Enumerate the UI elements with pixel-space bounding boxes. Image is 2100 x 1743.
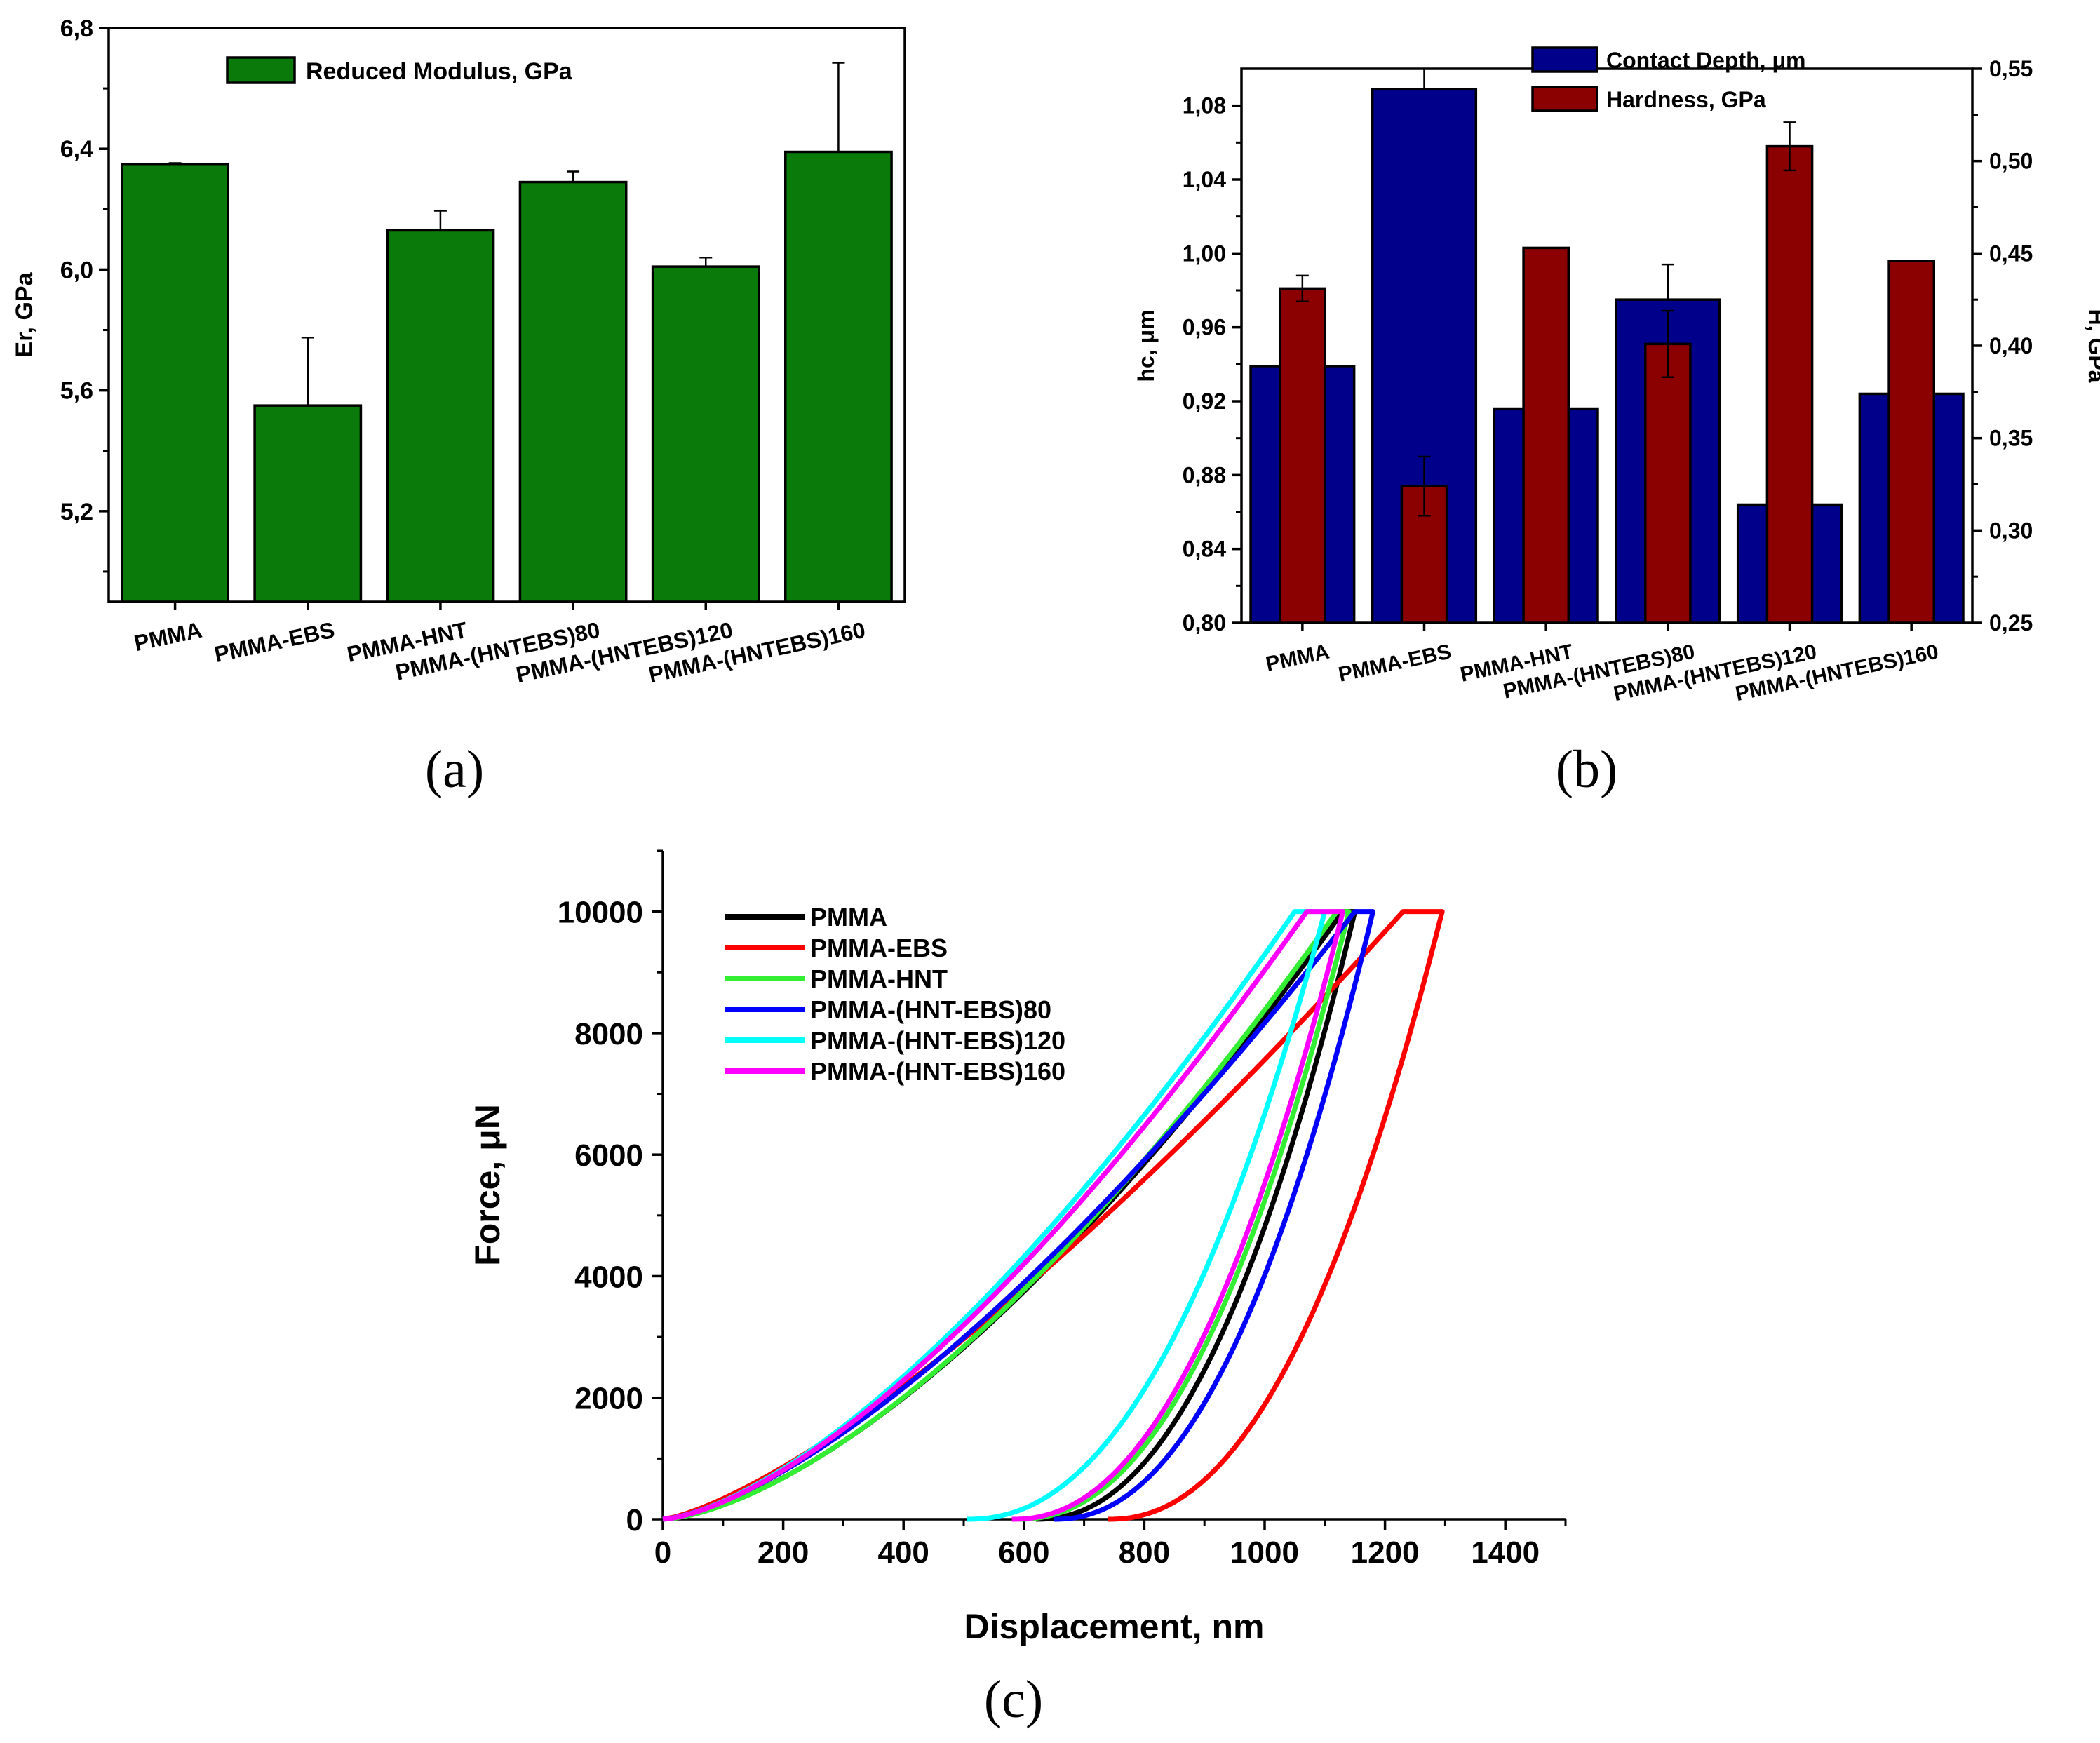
y-tick-label: 6,4 — [60, 136, 93, 163]
panel-label: (a) — [425, 740, 484, 799]
legend-label: Hardness, GPa — [1606, 87, 1766, 112]
legend-label: PMMA-(HNT-EBS)160 — [810, 1057, 1065, 1086]
y-axis-label: Force, μN — [468, 1104, 507, 1266]
legend-label: Reduced Modulus, GPa — [306, 58, 573, 85]
y-tick-label: 4000 — [574, 1260, 643, 1294]
y2-tick-label: 0,25 — [1989, 610, 2033, 635]
bar-hardness-pmma-hnt — [1522, 246, 1570, 624]
panel-c: 0 2000 4000 6000 8000 10000 0 200 400 600 800 1000 1… — [468, 849, 1567, 1729]
y-tick-label: 0,84 — [1183, 537, 1226, 562]
panel-label: (b) — [1556, 740, 1618, 799]
y-tick-label: 1,00 — [1183, 241, 1226, 266]
y-tick-label: 10000 — [558, 896, 643, 930]
x-axis-label: Displacement, nm — [964, 1607, 1265, 1646]
curve-pmma-hnt-ebs-160 — [662, 909, 1345, 1522]
bar-pmma-hnt — [386, 229, 495, 603]
x-tick-label: PMMA-EBS — [1336, 640, 1453, 687]
y-tick-label: 2000 — [574, 1382, 643, 1416]
bar-pmma — [121, 162, 229, 603]
y-tick-label: 0,96 — [1183, 315, 1226, 340]
y-tick-label: 1,04 — [1183, 167, 1226, 192]
panel-b: 0,80 0,84 0,88 0,92 0,96 1,00 1,04 1,08 0,25 0,30… — [1133, 46, 2100, 799]
legend-label: PMMA-(HNT-EBS)120 — [810, 1026, 1065, 1055]
curve-pmma-hnt-ebs-80 — [662, 909, 1375, 1522]
x-tick-label: 200 — [758, 1535, 809, 1570]
y2-tick-label: 0,45 — [1989, 241, 2033, 266]
x-tick-label: PMMA — [132, 617, 204, 657]
y-tick-label: 1,08 — [1183, 93, 1226, 119]
x-tick-label: 1400 — [1471, 1535, 1540, 1570]
y2-tick-label: 0,55 — [1989, 56, 2033, 81]
y-tick-label: 6,0 — [60, 257, 93, 283]
y-axis-label: Er, GPa — [11, 271, 38, 357]
y2-tick-label: 0,50 — [1989, 149, 2033, 174]
legend-swatch — [1531, 46, 1598, 73]
y-tick-label: 6,8 — [60, 15, 93, 42]
x-tick-label: 600 — [998, 1535, 1049, 1570]
y-tick-label: 5,6 — [60, 378, 93, 405]
legend-swatch — [226, 56, 296, 84]
y-axis-label: hc, μm — [1133, 309, 1159, 382]
legend-label: PMMA — [810, 903, 887, 931]
legend-label: PMMA-EBS — [810, 934, 948, 962]
x-tick-label: 400 — [877, 1535, 929, 1570]
panel-label: (c) — [984, 1670, 1043, 1729]
y-tick-label: 6000 — [574, 1138, 643, 1173]
bar-pmma-hntebs-80 — [518, 180, 628, 603]
legend-label: Contact Depth, μm — [1606, 48, 1805, 73]
x-tick-label: PMMA — [1264, 640, 1332, 676]
bar-pmma-hntebs-160 — [784, 150, 893, 603]
bar-pmma-ebs — [253, 404, 363, 603]
y-tick-label: 0 — [626, 1503, 643, 1537]
x-tick-label: 1000 — [1230, 1535, 1299, 1570]
x-tick-label: 0 — [654, 1535, 671, 1570]
y-tick-label: 0,88 — [1183, 462, 1226, 487]
y2-axis-label: H, GPa — [2084, 309, 2100, 383]
y-tick-label: 0,92 — [1183, 389, 1226, 414]
bar-pmma-hntebs-120 — [651, 265, 760, 603]
legend-swatch — [1531, 86, 1598, 112]
x-tick-label: 1200 — [1351, 1535, 1420, 1570]
y2-tick-label: 0,30 — [1989, 518, 2033, 543]
y-tick-label: 5,2 — [60, 499, 93, 525]
bar-hardness-pmma — [1278, 287, 1326, 624]
y2-tick-label: 0,40 — [1989, 333, 2033, 358]
plot-frame — [107, 27, 906, 603]
y-tick-label: 0,80 — [1183, 610, 1226, 635]
legend-label: PMMA-HNT — [810, 964, 948, 993]
x-tick-label: PMMA-EBS — [212, 617, 337, 667]
bar-hardness-pmma-hntebs-120 — [1765, 144, 1814, 624]
y-tick-label: 8000 — [574, 1017, 643, 1051]
y2-tick-label: 0,35 — [1989, 426, 2033, 451]
x-tick-label: 800 — [1119, 1535, 1170, 1570]
bar-hardness-pmma-hntebs-80 — [1643, 342, 1692, 624]
legend-label: PMMA-(HNT-EBS)80 — [810, 995, 1051, 1024]
bar-hardness-pmma-hntebs-160 — [1887, 260, 1936, 624]
